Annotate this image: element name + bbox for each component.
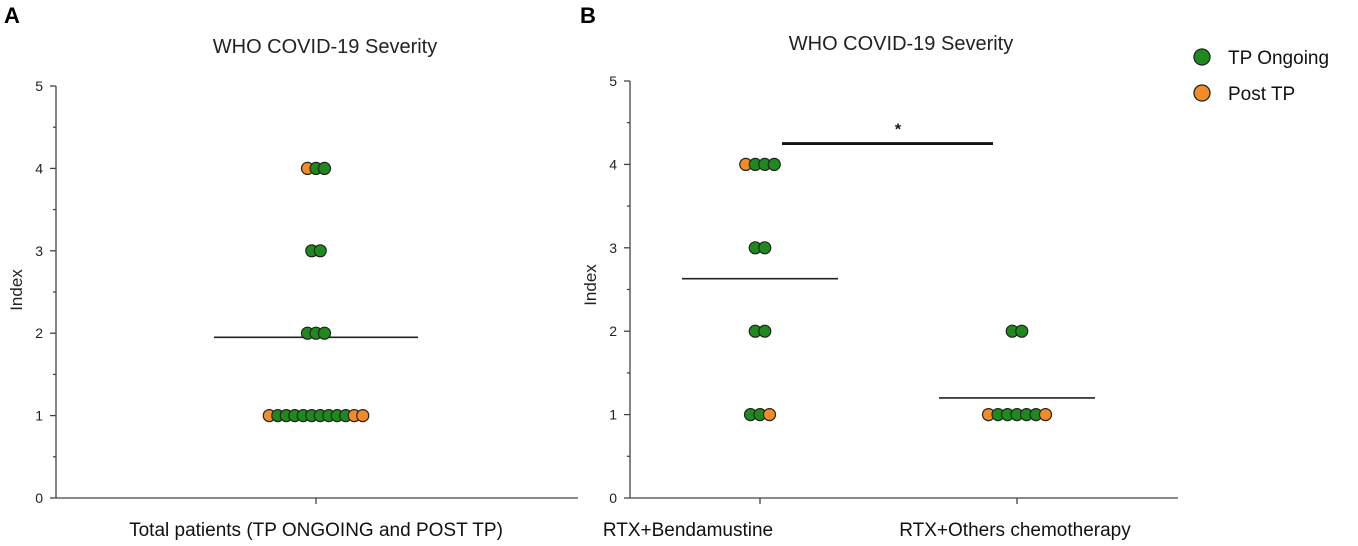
legend: TP Ongoing Post TP [1193,48,1329,105]
panel-b-y-tick-label: 3 [609,240,617,256]
panel-b-y-axis-label: Index [581,264,600,306]
panel-a: A WHO COVID-19 Severity Index Total pati… [4,3,503,541]
legend-label-post-tp: Post TP [1228,84,1295,105]
panel-a-point-tp-ongoing [317,326,332,340]
panel-b-category-label-1: RTX+Others chemotherapy [899,520,1131,541]
panel-b-category-label-0: RTX+Bendamustine [603,520,773,541]
legend-marker-tp-ongoing [1193,48,1211,66]
plot-layer: 0 1 2 3 4 5 0 1 2 3 4 5 * [35,73,1178,506]
panel-b-point-tp-ongoing [758,324,772,338]
panel-a-y-tick-label: 0 [35,490,43,506]
panel-b-significance-label: * [895,122,902,139]
panel-b-title: WHO COVID-19 Severity [789,33,1013,55]
panel-b-point-post-tp [1038,408,1053,422]
legend-marker-post-tp [1193,84,1211,102]
panel-b-y-tick-label: 4 [609,156,617,172]
legend-label-tp-ongoing: TP Ongoing [1228,48,1329,69]
panel-b-point-post-tp [762,408,777,422]
panel-a-category-label-0: Total patients (TP ONGOING and POST TP) [129,520,503,541]
panel-b: B WHO COVID-19 Severity Index RTX+Bendam… [580,3,1131,541]
panel-a-y-tick-label: 5 [35,78,43,94]
panel-a-point-tp-ongoing [317,161,332,175]
panel-b-point-tp-ongoing [758,241,772,255]
panel-a-y-tick-label: 2 [35,325,43,341]
panel-a-title: WHO COVID-19 Severity [213,36,437,58]
panel-b-y-tick-label: 0 [609,490,617,506]
panel-a-y-tick-label: 1 [35,408,43,424]
panel-b-y-tick-label: 2 [609,323,617,339]
panel-a-label: A [4,3,20,28]
panel-b-y-tick-label: 5 [609,73,617,89]
panel-a-y-tick-label: 4 [35,160,43,176]
panel-b-label: B [580,3,596,28]
panel-b-point-tp-ongoing [1015,324,1029,338]
panel-b-point-tp-ongoing [767,157,781,171]
panel-a-point-post-tp [356,409,370,423]
panel-a-y-tick-label: 3 [35,243,43,259]
panel-b-y-tick-label: 1 [609,407,617,423]
panel-a-point-tp-ongoing [313,244,327,258]
panel-a-y-axis-label: Index [7,269,26,311]
